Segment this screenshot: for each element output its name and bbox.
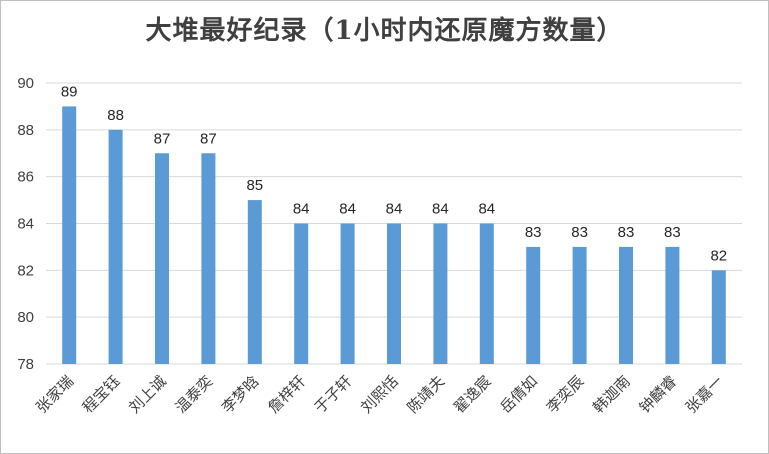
y-tick-label: 90 — [17, 75, 34, 92]
bar — [665, 246, 680, 364]
bar — [155, 153, 169, 364]
bar — [294, 223, 309, 364]
bar — [619, 246, 633, 364]
x-tick-label: 詹梓轩 — [264, 372, 309, 417]
data-label: 84 — [339, 201, 356, 218]
x-tick-label: 张嘉一 — [682, 372, 727, 417]
data-label: 85 — [246, 177, 263, 194]
bar — [711, 270, 726, 364]
data-label: 87 — [200, 130, 217, 147]
x-tick-label: 于子轩 — [311, 372, 356, 417]
x-tick-label: 程宝钰 — [79, 372, 124, 417]
data-label: 84 — [478, 201, 495, 218]
y-tick-label: 84 — [17, 216, 34, 233]
bar — [201, 153, 216, 364]
data-label: 83 — [618, 224, 635, 241]
bar — [387, 223, 401, 364]
x-tick-label: 张家瑞 — [32, 372, 77, 417]
bar — [526, 246, 541, 364]
data-label: 84 — [293, 201, 310, 218]
x-tick-label: 岳倩如 — [496, 372, 541, 417]
bar — [108, 129, 123, 364]
y-tick-label: 86 — [17, 169, 34, 186]
x-tick-label: 翟逸宸 — [450, 372, 495, 417]
data-label: 83 — [571, 224, 588, 241]
data-label: 83 — [525, 224, 542, 241]
y-tick-label: 82 — [17, 262, 34, 279]
y-tick-label: 88 — [17, 122, 34, 139]
x-tick-label: 钟麟睿 — [636, 372, 681, 417]
bar — [479, 223, 494, 364]
data-label: 88 — [107, 107, 124, 124]
data-label: 84 — [432, 201, 449, 218]
bar — [62, 106, 77, 365]
x-tick-label: 温泰奕 — [172, 372, 217, 417]
x-tick-label: 陈靖夫 — [404, 372, 449, 417]
data-label: 84 — [386, 201, 403, 218]
chart-title: 大堆最好纪录（1小时内还原魔方数量） — [145, 16, 624, 46]
data-label: 83 — [664, 224, 681, 241]
y-tick-label: 80 — [17, 309, 34, 326]
x-tick-label: 韩迦南 — [589, 372, 634, 417]
y-tick-label: 78 — [17, 356, 34, 373]
bar — [340, 223, 355, 364]
x-tick-label: 李梦晗 — [218, 372, 263, 417]
bar — [433, 223, 448, 364]
data-label: 89 — [61, 83, 78, 100]
bar — [247, 200, 262, 364]
data-label: 87 — [154, 130, 171, 147]
bar — [572, 246, 587, 364]
data-label: 82 — [710, 247, 727, 264]
x-tick-label: 刘上诚 — [125, 372, 170, 417]
x-tick-label: 李奕辰 — [543, 372, 588, 417]
x-tick-label: 刘熙恬 — [357, 372, 402, 417]
